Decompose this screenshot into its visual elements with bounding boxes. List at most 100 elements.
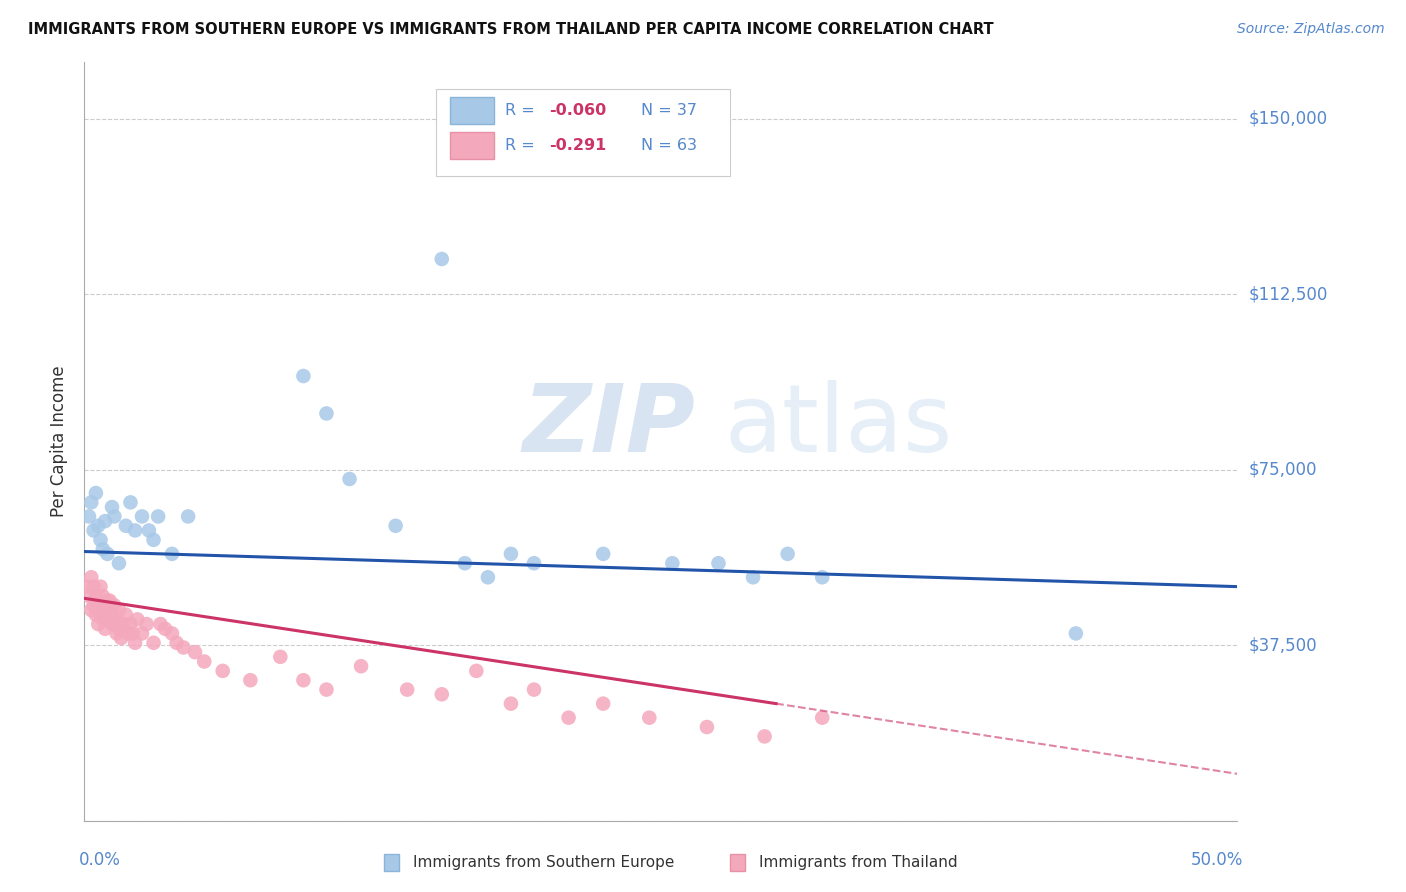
- Point: [103, 599, 125, 613]
- Point: [742, 570, 765, 584]
- Point: [80, 570, 103, 584]
- Point: [211, 664, 233, 678]
- Point: [98, 593, 121, 607]
- Point: [592, 697, 614, 711]
- Point: [89, 607, 111, 622]
- Point: [96, 593, 118, 607]
- Point: [811, 570, 834, 584]
- Point: [77, 589, 100, 603]
- Point: [115, 607, 138, 622]
- Point: [80, 603, 103, 617]
- Point: [98, 612, 121, 626]
- Point: [131, 626, 153, 640]
- Point: [124, 636, 146, 650]
- Point: [396, 682, 419, 697]
- Point: [87, 617, 110, 632]
- Point: [149, 617, 172, 632]
- Point: [87, 599, 110, 613]
- Point: [1064, 626, 1087, 640]
- Point: [430, 252, 453, 266]
- Text: $37,500: $37,500: [1249, 636, 1317, 654]
- Point: [465, 664, 488, 678]
- Bar: [384, 854, 399, 871]
- Point: [91, 542, 114, 557]
- Point: [339, 472, 361, 486]
- Point: [83, 599, 105, 613]
- Point: [94, 622, 117, 636]
- Point: [101, 500, 124, 514]
- Point: [269, 649, 291, 664]
- Point: [89, 533, 111, 547]
- FancyBboxPatch shape: [436, 89, 730, 177]
- Point: [173, 640, 195, 655]
- Point: [350, 659, 373, 673]
- Point: [696, 720, 718, 734]
- Point: [120, 495, 142, 509]
- Point: [384, 518, 406, 533]
- Text: 50.0%: 50.0%: [1191, 851, 1243, 869]
- Point: [89, 580, 111, 594]
- Point: [108, 556, 131, 570]
- Point: [96, 547, 118, 561]
- Point: [142, 533, 165, 547]
- Point: [160, 547, 183, 561]
- Point: [108, 603, 131, 617]
- Text: Immigrants from Thailand: Immigrants from Thailand: [759, 855, 957, 870]
- Point: [77, 509, 100, 524]
- Point: [523, 682, 546, 697]
- Point: [83, 524, 105, 538]
- Bar: [450, 132, 494, 160]
- Point: [499, 547, 522, 561]
- Point: [638, 711, 661, 725]
- Text: $150,000: $150,000: [1249, 110, 1327, 128]
- Point: [110, 631, 132, 645]
- Point: [239, 673, 262, 688]
- Text: -0.060: -0.060: [548, 103, 606, 118]
- Point: [193, 655, 215, 669]
- Point: [131, 509, 153, 524]
- Point: [115, 518, 138, 533]
- Point: [166, 636, 188, 650]
- Bar: [450, 96, 494, 124]
- Point: [87, 518, 110, 533]
- Point: [160, 626, 183, 640]
- Text: 0.0%: 0.0%: [79, 851, 121, 869]
- Point: [477, 570, 499, 584]
- Point: [153, 622, 176, 636]
- Point: [499, 697, 522, 711]
- Point: [315, 407, 337, 421]
- Point: [124, 524, 146, 538]
- Text: ZIP: ZIP: [523, 380, 696, 473]
- Point: [108, 622, 131, 636]
- Text: N = 63: N = 63: [641, 138, 697, 153]
- Point: [661, 556, 683, 570]
- Point: [811, 711, 834, 725]
- Point: [184, 645, 207, 659]
- Point: [138, 524, 160, 538]
- Point: [127, 612, 149, 626]
- Point: [103, 617, 125, 632]
- Point: [91, 589, 114, 603]
- Point: [292, 369, 315, 384]
- Point: [557, 711, 579, 725]
- Bar: [730, 854, 745, 871]
- Point: [146, 509, 169, 524]
- Point: [121, 626, 143, 640]
- Point: [83, 580, 105, 594]
- Point: [101, 617, 124, 632]
- Point: [142, 636, 165, 650]
- Point: [101, 607, 124, 622]
- Point: [105, 626, 128, 640]
- Point: [454, 556, 477, 570]
- Point: [292, 673, 315, 688]
- Text: -0.291: -0.291: [548, 138, 606, 153]
- Point: [117, 626, 139, 640]
- Point: [592, 547, 614, 561]
- Point: [105, 612, 128, 626]
- Point: [754, 730, 776, 744]
- Text: atlas: atlas: [724, 380, 952, 473]
- Text: R =: R =: [505, 138, 540, 153]
- Point: [776, 547, 799, 561]
- Point: [76, 580, 98, 594]
- Text: Source: ZipAtlas.com: Source: ZipAtlas.com: [1237, 22, 1385, 37]
